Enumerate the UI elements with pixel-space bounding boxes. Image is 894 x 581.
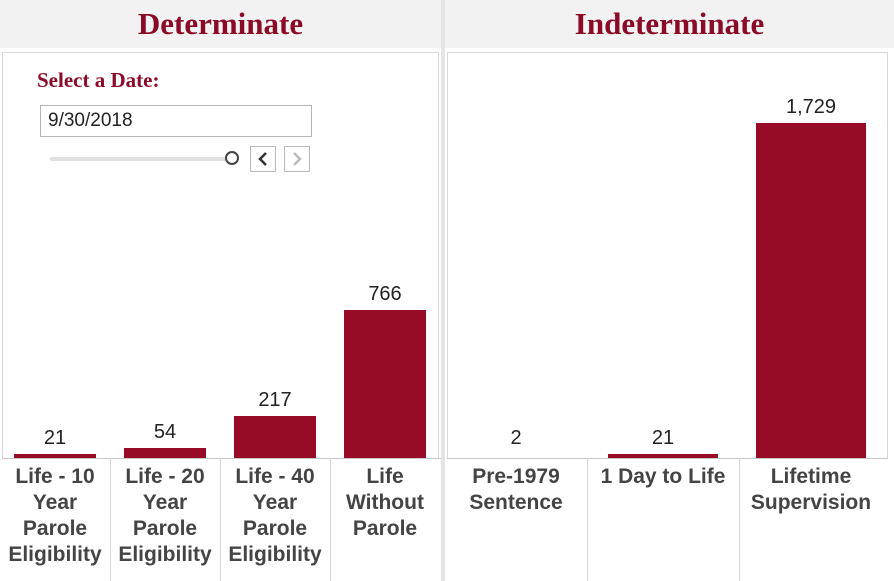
category-separator (220, 458, 221, 581)
bar-value-label: 766 (368, 282, 402, 305)
bar-value-label: 217 (258, 388, 292, 411)
date-slider-handle[interactable] (225, 151, 239, 165)
x-axis-line (2, 458, 441, 459)
bar[interactable] (234, 415, 316, 458)
determinate-panel-title: Determinate (0, 0, 441, 48)
bar[interactable] (14, 453, 96, 458)
chevron-left-icon (258, 152, 267, 166)
bar[interactable] (344, 309, 426, 458)
indeterminate-plot-area (447, 52, 888, 458)
bar-value-label: 54 (153, 420, 177, 443)
category-separator (738, 458, 740, 581)
category-label: 1 Day to Life (600, 465, 726, 488)
category-separator (330, 458, 331, 581)
bar-value-label: 2 (510, 427, 522, 449)
date-filter-title: Select a Date: (37, 68, 160, 92)
bar-value-label: 21 (43, 426, 67, 449)
bar-value-label: 1,729 (785, 96, 837, 118)
next-date-button[interactable] (284, 146, 310, 172)
category-label: Life - 20 Year Parole Eligibility (118, 465, 212, 566)
category-label: Life - 40 Year Parole Eligibility (228, 465, 322, 566)
category-label: Pre-1979 Sentence (469, 465, 563, 514)
previous-date-button[interactable] (250, 146, 276, 172)
category-label: Lifetime Supervision (750, 465, 872, 514)
category-separator (110, 458, 111, 581)
date-slider-track[interactable] (50, 157, 232, 161)
bar[interactable] (124, 447, 206, 458)
date-input[interactable] (40, 105, 312, 137)
bar[interactable] (756, 123, 866, 458)
panel-divider (441, 0, 445, 581)
x-axis-line (447, 458, 888, 459)
category-separator (587, 458, 588, 581)
bar[interactable] (608, 453, 718, 458)
determinate-plot-area (2, 52, 439, 458)
chevron-right-icon (293, 152, 302, 166)
category-label: Life - 10 Year Parole Eligibility (8, 465, 102, 566)
bar-value-label: 21 (651, 426, 675, 449)
indeterminate-panel-title: Indeterminate (445, 0, 894, 48)
category-label: Life Without Parole (346, 465, 424, 540)
